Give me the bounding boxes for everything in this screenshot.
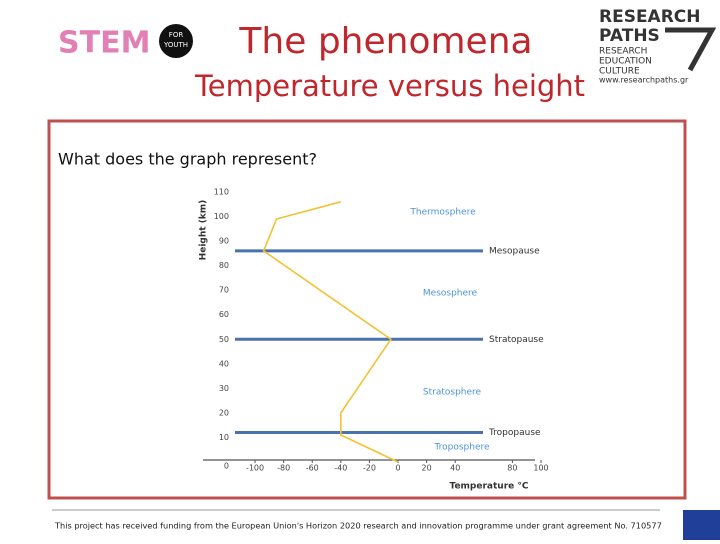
y-tick-label: 70 <box>219 286 229 295</box>
logo-rp-url: www.researchpaths.gr <box>599 76 689 85</box>
y-tick-label: 100 <box>214 212 229 221</box>
logo-badge-bottom: YOUTH <box>163 41 188 49</box>
layer-label: Thermosphere <box>409 208 476 218</box>
y-tick-label: 20 <box>219 408 229 417</box>
logo-rp-seven <box>665 27 717 72</box>
layer-label: Stratosphere <box>423 388 482 398</box>
x-tick-label: -100 <box>246 464 264 473</box>
x-axis-label: Temperature °C <box>450 482 529 492</box>
y-tick-label: 10 <box>219 433 229 442</box>
layer-label: Troposphere <box>433 443 490 453</box>
slide-title: The phenomena <box>238 21 532 62</box>
y-tick-label: 110 <box>214 188 229 197</box>
x-tick-label: -40 <box>334 464 347 473</box>
y-tick-label: 0 <box>224 462 229 471</box>
x-tick-label: 0 <box>395 464 400 473</box>
y-axis-label: Height (km) <box>199 200 209 261</box>
logo-rp-tag: RESEARCH <box>599 47 647 57</box>
question: What does the graph represent? <box>58 150 317 169</box>
y-tick-label: 50 <box>219 335 229 344</box>
y-tick-label: 30 <box>219 384 229 393</box>
logo-rp-line1: RESEARCH <box>599 7 701 27</box>
footer-text: This project has received funding from t… <box>54 521 662 531</box>
x-tick-label: 20 <box>422 464 432 473</box>
y-tick-label: 60 <box>219 310 229 319</box>
y-tick-label: 40 <box>219 359 229 368</box>
x-tick-label: 100 <box>533 464 548 473</box>
logo-rp-tag: EDUCATION <box>599 57 652 67</box>
x-tick-label: -20 <box>363 464 376 473</box>
x-tick-label: 40 <box>450 464 460 473</box>
chart: 0 10 20 30 40 50 60 70 80 90 100 110 -100 -80 -60 -40 -2… <box>199 188 549 492</box>
logo-rp-line2: PATHS <box>599 26 660 46</box>
temperature-line <box>262 201 399 463</box>
x-tick-label: 80 <box>507 464 517 473</box>
x-tick-label: -80 <box>277 464 290 473</box>
logo-badge <box>159 24 193 58</box>
slide-subtitle: Temperature versus height <box>194 69 585 103</box>
level-label: Stratopause <box>489 335 544 345</box>
level-label: Tropopause <box>488 428 541 438</box>
logo-badge-top: FOR <box>169 31 184 39</box>
x-tick-label: -60 <box>306 464 319 473</box>
y-tick-label: 90 <box>219 237 229 246</box>
level-label: Mesopause <box>489 246 540 256</box>
logo-rp-tag: CULTURE <box>599 67 640 77</box>
eu-flag <box>683 510 720 540</box>
logo-stem: STEM <box>58 26 150 61</box>
y-tick-label: 80 <box>219 261 229 270</box>
content-frame <box>47 119 687 500</box>
layer-label: Mesosphere <box>423 289 478 299</box>
